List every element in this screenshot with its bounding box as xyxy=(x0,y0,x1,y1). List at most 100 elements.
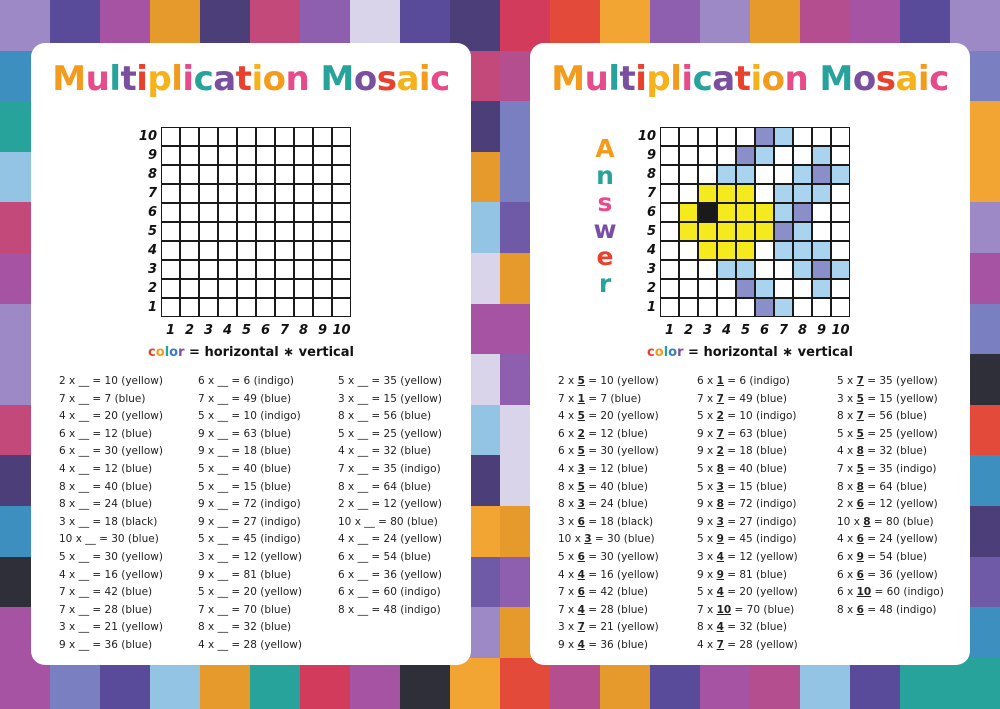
grid-cell xyxy=(256,127,275,146)
equation-result: = 12 (blue) xyxy=(89,427,153,440)
equation-row: 9 x 3 = 27 (indigo) xyxy=(697,514,798,532)
grid-cell xyxy=(793,260,812,279)
equation-result: = 16 (yellow) xyxy=(584,568,659,581)
equation-row: 3 x 6 = 18 (black) xyxy=(558,514,659,532)
grid-cell xyxy=(294,184,313,203)
background-tile xyxy=(700,0,751,51)
background-tile xyxy=(200,657,251,709)
equation-row: 4 x __ = 20 (yellow) xyxy=(59,408,163,426)
equation-answer: 10 xyxy=(716,603,732,616)
equation-row: 3 x 5 = 15 (yellow) xyxy=(837,391,944,409)
equation-result: = 24 (yellow) xyxy=(863,533,938,546)
equation-factor: 5 x xyxy=(338,375,358,387)
equation-factor: 6 x xyxy=(198,375,218,387)
grid-cell xyxy=(717,260,736,279)
equation-answer: 5 xyxy=(577,480,585,493)
equation-answer: 5 xyxy=(856,427,864,440)
equation-result: = 80 (blue) xyxy=(870,515,934,528)
grid-cell xyxy=(256,298,275,317)
grid-cell xyxy=(161,203,180,222)
equation-row: 10 x __ = 80 (blue) xyxy=(338,514,442,532)
equation-result: = 32 (blue) xyxy=(228,621,292,634)
equation-row: 3 x 4 = 12 (yellow) xyxy=(697,549,798,567)
equation-row: 5 x 2 = 10 (indigo) xyxy=(697,408,798,426)
y-axis-label: 5 xyxy=(147,224,157,239)
grid-cell xyxy=(275,222,294,241)
equation-blank: __ xyxy=(78,586,90,599)
blank-grid xyxy=(161,127,351,317)
equation-row: 4 x 3 = 12 (blue) xyxy=(558,461,659,479)
equation-row: 7 x __ = 70 (blue) xyxy=(198,602,302,620)
y-axis-label: 9 xyxy=(147,148,157,163)
grid-cell xyxy=(180,146,199,165)
equation-row: 7 x 6 = 42 (blue) xyxy=(558,584,659,602)
grid-cell xyxy=(774,260,793,279)
equation-row: 8 x 8 = 64 (blue) xyxy=(837,479,944,497)
equation-result: = 80 (blue) xyxy=(374,515,438,528)
equation-row: 5 x __ = 10 (indigo) xyxy=(198,408,302,426)
equation-result: = 28 (blue) xyxy=(89,603,153,616)
grid-cell xyxy=(161,241,180,260)
title-letter: i xyxy=(917,59,930,99)
equation-answer: 2 xyxy=(716,410,724,423)
equation-factor: 7 x xyxy=(837,462,857,475)
equation-factor: 10 x xyxy=(59,533,86,546)
background-tile xyxy=(350,657,401,709)
equation-row: 3 x __ = 18 (black) xyxy=(59,514,163,532)
equation-factor: 8 x xyxy=(198,621,218,634)
grid-cell xyxy=(161,298,180,317)
equation-factor: 3 x xyxy=(338,392,358,405)
equation-row: 6 x __ = 36 (yellow) xyxy=(338,567,442,585)
equation-result: = 30 (yellow) xyxy=(89,445,163,458)
y-axis-label: 6 xyxy=(147,205,157,220)
grid-cell xyxy=(660,127,679,146)
grid-cell xyxy=(831,298,850,317)
grid-cell xyxy=(218,241,237,260)
background-tile xyxy=(0,0,51,51)
y-axis-label: 5 xyxy=(646,224,656,239)
grid-cell xyxy=(793,298,812,317)
x-axis-label: 8 xyxy=(298,323,309,338)
equation-blank: __ xyxy=(78,621,90,634)
equation-factor: 5 x xyxy=(198,480,218,493)
equation-result: = 64 (blue) xyxy=(368,480,432,493)
grid-cell xyxy=(313,222,332,241)
grid-cell xyxy=(812,184,831,203)
title-letter: r xyxy=(677,345,684,360)
title-letter: i xyxy=(136,59,148,99)
equation-answer: 1 xyxy=(577,392,585,405)
grid-cell xyxy=(698,203,717,222)
x-axis-label: 10 xyxy=(332,323,351,338)
equation-result: = 35 (yellow) xyxy=(368,375,442,387)
equation-answer: 9 xyxy=(856,550,864,563)
background-tile xyxy=(50,0,101,51)
grid-cell xyxy=(332,146,351,165)
title-letter: l xyxy=(109,59,121,99)
color-formula: color = horizontal ∗ vertical xyxy=(31,345,471,360)
equation-row: 3 x 7 = 21 (yellow) xyxy=(558,619,659,637)
grid-cell xyxy=(256,146,275,165)
grid-cell xyxy=(199,165,218,184)
grid-cell xyxy=(812,260,831,279)
equation-factor: 6 x xyxy=(837,568,857,581)
title-letter: i xyxy=(418,59,431,99)
equation-blank: __ xyxy=(78,462,90,475)
grid-cell xyxy=(237,165,256,184)
x-axis-label: 7 xyxy=(279,323,290,338)
background-tile xyxy=(400,657,451,709)
grid-cell xyxy=(313,298,332,317)
y-axis-label: 6 xyxy=(646,205,656,220)
grid-cell xyxy=(717,146,736,165)
equation-result: = 20 (yellow) xyxy=(228,586,302,599)
equation-result: = 24 (blue) xyxy=(584,498,648,511)
x-axis-label: 4 xyxy=(721,323,732,338)
equation-factor: 8 x xyxy=(338,410,358,423)
equation-result: = 15 (blue) xyxy=(723,480,787,493)
equation-result: = 72 (indigo) xyxy=(723,498,797,511)
x-axis-label: 5 xyxy=(740,323,751,338)
grid-cell xyxy=(180,184,199,203)
grid-cell xyxy=(717,203,736,222)
grid-cell xyxy=(218,222,237,241)
formula-rest: = horizontal ∗ vertical xyxy=(184,345,354,360)
